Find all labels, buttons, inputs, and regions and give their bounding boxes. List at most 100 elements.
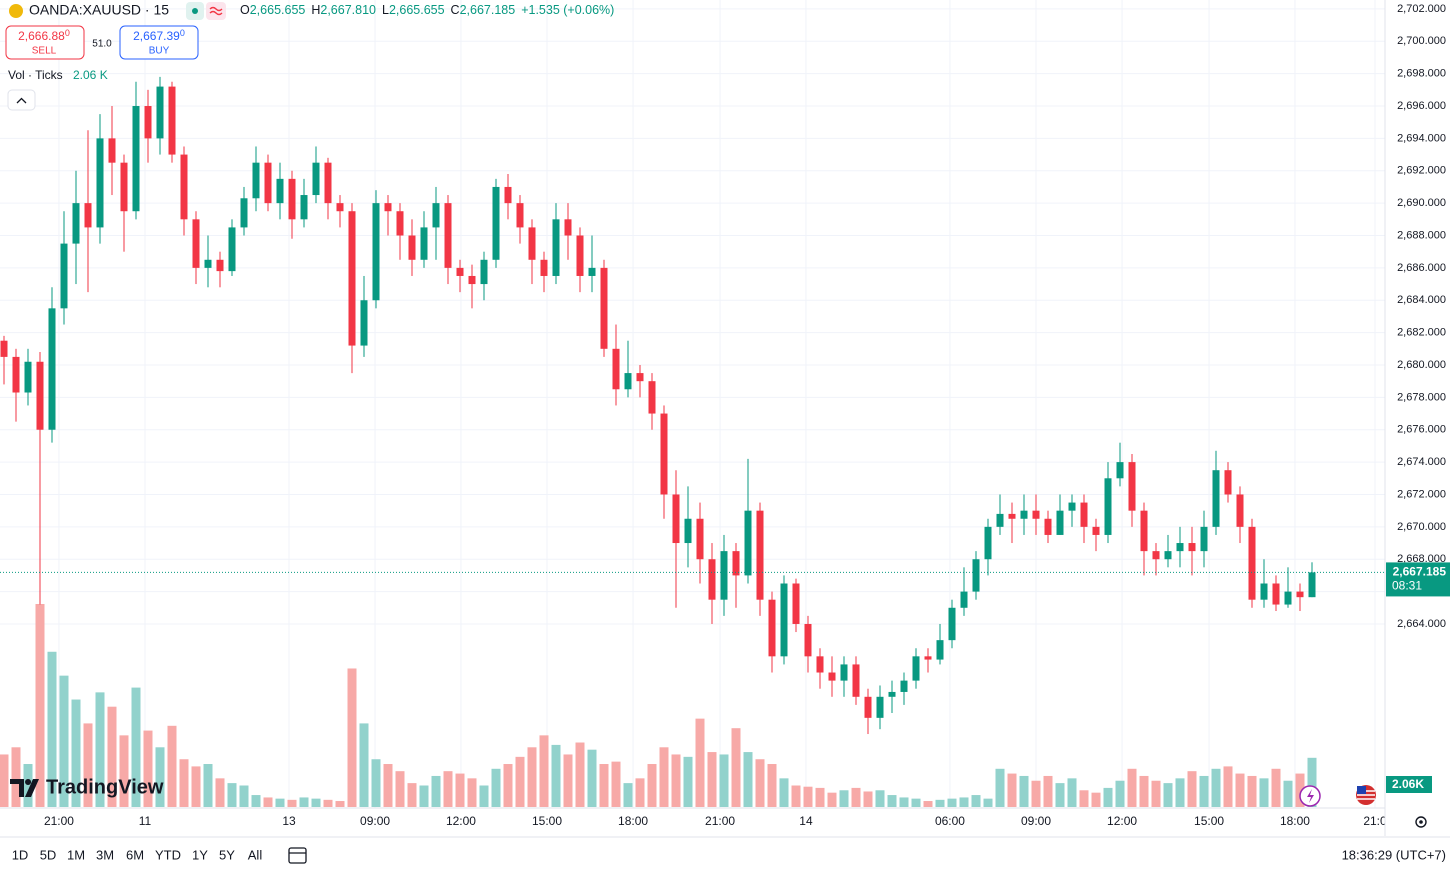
candle-body [840,664,848,681]
ohlc-key: C [451,3,460,17]
volume-bar [791,785,801,807]
volume-bar [179,759,189,807]
volume-bar [563,754,573,807]
volume-bar [479,785,489,807]
candle-body [1188,543,1196,552]
buy-price-main: 2,667.39 [133,29,180,43]
candle-body [1236,494,1244,527]
settings-icon[interactable] [1415,816,1427,828]
ohlc-legend: O2,665.655 H2,667.810 L2,665.655 C2,667.185… [240,3,614,17]
collapse-button[interactable] [7,89,36,111]
volume-bar [911,798,921,807]
candle-body [1152,551,1160,560]
candle-body [504,186,512,204]
candle-body [84,203,92,228]
volume-bar [227,783,237,807]
candle-body [984,526,992,560]
volume-bar [155,747,165,807]
volume-bar [899,797,909,807]
candle-body [420,227,428,260]
candle-body [1272,583,1280,605]
volume-bar [659,747,669,807]
candle-body [1044,518,1052,535]
volume-bar [1079,790,1089,807]
volume-bar [59,675,69,807]
volume-bar [815,787,825,807]
candle-body [792,583,800,624]
volume-bar [707,752,717,807]
volume-bar [263,797,273,807]
candle-body [324,162,332,204]
volume-bar [431,775,441,807]
volume-bar [251,795,261,807]
market-icon[interactable] [206,2,226,20]
candle-body [48,308,56,430]
volume-bar [1247,775,1257,807]
candle-body [1176,543,1184,552]
volume-indicator[interactable]: Vol · Ticks [8,68,63,82]
candle-body [96,138,104,228]
volume-bar [71,699,81,807]
range-button[interactable]: 6M [126,847,144,862]
volume-bar [671,754,681,807]
volume-bar [1019,775,1029,807]
candle-body [756,510,764,600]
volume-bar [1199,775,1209,807]
candle-body [252,162,260,199]
volume-bar [95,692,105,807]
candle-body [1032,510,1040,519]
volume-bar [1295,773,1305,807]
volume-bar [215,778,225,807]
candle-body [240,198,248,228]
buy-button[interactable] [119,25,199,60]
volume-bar [0,754,9,807]
candle-body [564,219,572,236]
range-button[interactable]: 1M [67,847,85,862]
volume-bar [407,783,417,807]
candle-body [576,235,584,276]
y-tick-label: 2,688.000 [1397,229,1446,241]
volume-bar [455,773,465,807]
symbol[interactable]: OANDA:XAUUSD · 15 [29,2,169,18]
candle-body [360,300,368,346]
y-tick-label: 2,678.000 [1397,391,1446,403]
range-button[interactable]: 3M [96,847,114,862]
range-button[interactable]: 5D [40,847,57,862]
candle-body [1260,583,1268,600]
calendar-icon[interactable] [288,847,307,864]
candle-body [168,86,176,155]
volume-bar [143,730,153,807]
candle-body [372,203,380,301]
candle-body [732,551,740,576]
volume-bar [539,735,549,807]
y-tick-label: 2,680.000 [1397,359,1446,371]
volume-bar [119,735,129,807]
volume-bar [863,791,873,807]
volume-bar [419,785,429,807]
volume-bar [395,771,405,807]
candle-body [120,162,128,212]
y-tick-label: 2,696.000 [1397,100,1446,112]
sell-button[interactable] [5,25,85,60]
y-tick-label: 2,698.000 [1397,68,1446,80]
volume-bar [23,764,33,807]
buy-label: BUY [149,46,170,57]
range-button[interactable]: 1Y [192,847,208,862]
volume-bar [719,754,729,807]
volume-bar [611,761,621,807]
candle-body [60,243,68,309]
volume-bar [359,723,369,807]
y-tick-label: 2,676.000 [1397,424,1446,436]
volume-bar [635,778,645,807]
range-button[interactable]: YTD [155,847,181,862]
candle-body [1284,591,1292,605]
range-button[interactable]: All [248,847,263,862]
x-tick-label: 12:00 [1107,814,1137,828]
volume-bar [587,749,597,807]
volume-bar [935,799,945,807]
volume-bar [275,798,285,807]
range-button[interactable]: 1D [12,847,29,862]
range-button[interactable]: 5Y [219,847,235,862]
volume-bar [1091,792,1101,807]
volume-bar [983,798,993,807]
